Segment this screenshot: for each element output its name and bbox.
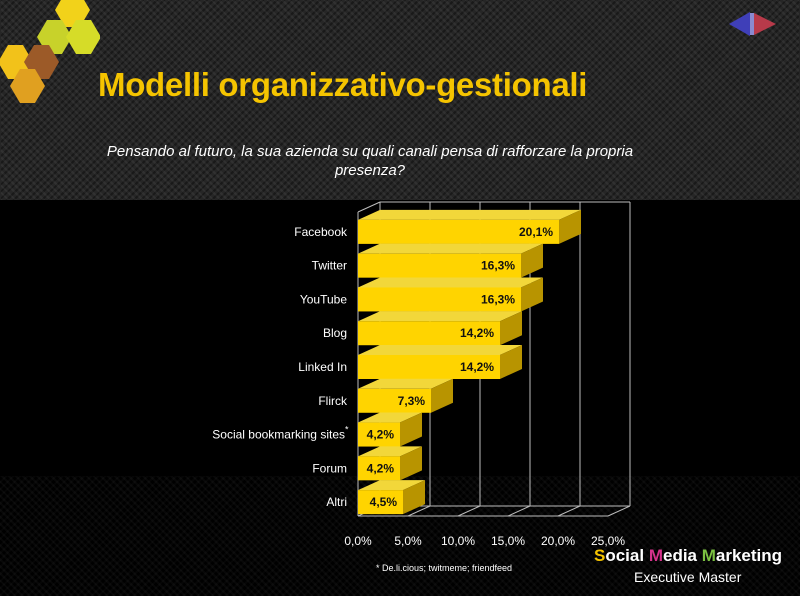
category-label: Altri [326, 495, 347, 509]
footnote: * De.li.cious; twitmeme; friendfeed [376, 563, 513, 573]
bar-side [500, 311, 522, 346]
prev-arrow-icon[interactable] [729, 12, 750, 36]
category-label: Forum [312, 461, 347, 475]
chart-bars [358, 209, 581, 515]
brand-letter: M [701, 546, 716, 565]
data-label: 16,3% [481, 292, 515, 306]
navigation-arrows[interactable] [726, 10, 782, 38]
next-arrow-icon[interactable] [754, 13, 776, 35]
data-label: 14,2% [460, 326, 494, 340]
bar-side [431, 378, 453, 413]
data-label: 14,2% [460, 360, 494, 374]
floor-line [507, 505, 531, 517]
brand-word: edia [662, 546, 702, 565]
data-label: 4,5% [370, 495, 398, 509]
data-label: 4,2% [367, 428, 395, 442]
x-tick-label: 25,0% [591, 534, 625, 548]
data-label: 7,3% [398, 394, 426, 408]
floor-line [407, 505, 431, 517]
brand-word: arketing [715, 546, 783, 565]
x-tick-label: 20,0% [541, 534, 575, 548]
bar-top [358, 243, 543, 254]
bar [358, 321, 500, 346]
page-title: Modelli organizzativo-gestionali [98, 66, 588, 103]
x-tick-label: 5,0% [394, 534, 422, 548]
bar-top [358, 378, 453, 389]
bar-side [521, 243, 543, 278]
hex-cell [10, 69, 45, 103]
x-tick-label: 15,0% [491, 534, 525, 548]
textured-background [0, 0, 800, 200]
footnote-marker: * [345, 425, 349, 435]
category-label: Blog [323, 326, 347, 340]
bar-top [358, 345, 522, 355]
data-label: 16,3% [481, 259, 515, 273]
bar [358, 253, 521, 278]
honeycomb-logo-icon [0, 0, 100, 103]
floor-line [607, 505, 631, 517]
bar [358, 456, 400, 481]
chart-subtitle: Pensando al futuro, la sua azienda su qu… [106, 143, 634, 179]
data-label: 4,2% [367, 461, 395, 475]
data-label: 20,1% [519, 225, 553, 239]
x-tick-label: 10,0% [441, 534, 475, 548]
brand-letter: M [648, 546, 663, 565]
bar-side [559, 209, 581, 244]
category-label: Flirck [318, 394, 348, 408]
bar [358, 355, 500, 379]
category-label: Social bookmarking sites [212, 428, 345, 442]
bar-top [358, 446, 422, 457]
category-label: Linked In [298, 360, 347, 374]
hex-cell [66, 20, 100, 54]
bar-top [358, 412, 422, 423]
bar [358, 287, 521, 312]
bar-side [400, 412, 422, 447]
y-axis-top [357, 201, 381, 213]
bar [358, 490, 403, 515]
x-tick-label: 0,0% [344, 534, 372, 548]
bar-side [400, 446, 422, 481]
arrow-divider [750, 13, 754, 35]
bar-side [500, 345, 522, 379]
chart-labels: 0,0% 5,0% 10,0% 15,0% 20,0% 25,0% 20,1% Faceboo… [212, 225, 625, 548]
brand-logo-text: Social Media Marketing [594, 546, 782, 566]
brand-word: ocial [605, 546, 649, 565]
floor-line [457, 505, 481, 517]
bar [358, 388, 431, 413]
bar-side [521, 277, 543, 312]
bar [358, 219, 559, 244]
bar-side [403, 480, 425, 515]
brand-subtitle: Executive Master [634, 569, 742, 585]
bar-top [358, 480, 425, 491]
category-label: Facebook [294, 225, 348, 239]
brand-letter: S [594, 546, 606, 565]
bar-top [358, 209, 581, 220]
category-label: Twitter [312, 259, 347, 273]
floor-line [557, 505, 581, 517]
category-label: YouTube [300, 292, 347, 306]
bar-top [358, 311, 522, 322]
bar [358, 422, 400, 447]
bar-top [358, 277, 543, 288]
